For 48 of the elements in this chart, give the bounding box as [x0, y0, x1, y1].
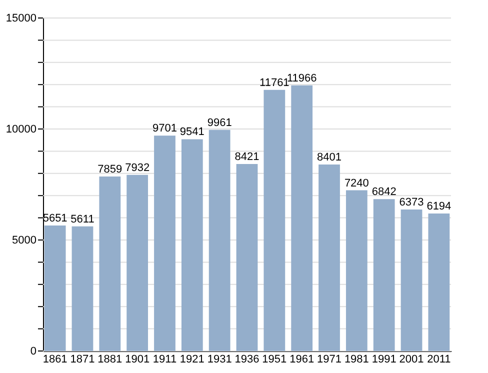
- data-label: 11761: [260, 76, 290, 89]
- bar: [99, 176, 121, 351]
- data-label: 9541: [180, 126, 204, 138]
- bar: [373, 199, 395, 351]
- bar: [154, 136, 176, 351]
- x-tick-label: 1931: [207, 354, 232, 366]
- bar: [126, 174, 148, 351]
- data-label: 9961: [207, 116, 232, 129]
- data-label: 11966: [286, 72, 317, 84]
- x-tick-label: 1936: [234, 354, 260, 366]
- x-tick-label: 1871: [70, 354, 95, 366]
- y-tick-label: 0: [30, 346, 36, 358]
- bar: [181, 139, 203, 351]
- x-tick-label: 2001: [399, 354, 424, 366]
- x-tick-label: 1911: [152, 354, 177, 366]
- bar: [208, 130, 230, 351]
- y-tick-label: 5000: [12, 234, 36, 246]
- x-tick-label: 1881: [98, 354, 122, 366]
- x-tick-label: 1981: [344, 354, 369, 366]
- bar: [264, 90, 286, 351]
- x-tick-label: 1901: [125, 354, 150, 366]
- data-label: 8401: [317, 152, 342, 164]
- data-label: 8421: [234, 151, 260, 164]
- bar: [72, 226, 94, 351]
- bar: [400, 210, 422, 351]
- x-tick-label: 2011: [427, 354, 451, 366]
- bar: [318, 164, 340, 351]
- x-tick-label: 1921: [180, 354, 204, 366]
- data-label: 6194: [426, 200, 452, 212]
- bar: [236, 164, 258, 351]
- x-tick-label: 1861: [42, 354, 68, 366]
- data-label: 7240: [344, 177, 369, 190]
- bar: [44, 226, 66, 351]
- x-tick-label: 1951: [262, 354, 287, 366]
- bar: [428, 213, 450, 351]
- data-label: 6842: [372, 186, 396, 198]
- x-tick-label: 1961: [290, 354, 314, 366]
- bar: [291, 85, 313, 351]
- data-label: 7932: [125, 162, 150, 174]
- data-label: 9701: [152, 122, 177, 135]
- data-label: 7859: [98, 164, 122, 176]
- x-tick-label: 1991: [372, 354, 396, 366]
- bar: [346, 190, 368, 351]
- y-tick-label: 15000: [6, 12, 36, 24]
- x-tick-label: 1971: [317, 354, 342, 366]
- data-label: 5611: [70, 213, 94, 226]
- y-tick-label: 10000: [6, 124, 36, 136]
- data-label: 6373: [399, 196, 424, 209]
